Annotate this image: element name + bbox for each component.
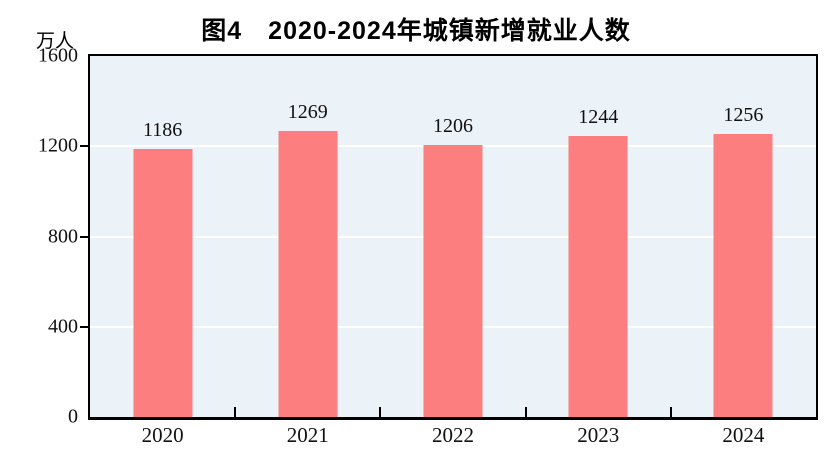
y-tick-label-400: 400 <box>48 315 78 338</box>
y-axis-tick-mark-1200 <box>80 145 88 148</box>
x-axis-tick-mark <box>234 407 237 417</box>
bar-2020 <box>133 149 193 417</box>
y-tick-label-1200: 1200 <box>38 134 78 157</box>
bar-2023 <box>568 136 628 417</box>
bar-value-label-2021: 1269 <box>287 100 328 123</box>
x-tick-label-2024: 2024 <box>722 423 765 447</box>
plot-area: 1186 1269 1206 1244 1256 <box>88 54 818 420</box>
x-axis-tick-mark <box>524 407 527 417</box>
bar-value-label-2024: 1256 <box>723 103 764 126</box>
x-tick-label-2020: 2020 <box>141 423 184 447</box>
x-tick-label-2022: 2022 <box>432 423 474 447</box>
y-tick-label-800: 800 <box>48 225 78 247</box>
y-tick-label-1600: 1600 <box>38 44 78 67</box>
bar-2024 <box>713 133 773 417</box>
y-axis-tick-mark-400 <box>80 325 88 328</box>
y-axis-unit-label: 万人 <box>36 31 75 52</box>
bar-2022 <box>423 144 483 417</box>
y-axis-labels: 0 400 800 1200 1600 <box>0 45 78 428</box>
bar-2021 <box>278 130 338 417</box>
bar-value-label-2022: 1206 <box>433 114 473 137</box>
y-axis-tick-mark-800 <box>80 235 88 238</box>
bar-value-label-2023: 1244 <box>578 106 619 129</box>
chart-title: 图4 2020-2024年城镇新增就业人数 <box>201 17 631 45</box>
y-tick-label-0: 0 <box>68 405 78 428</box>
x-axis-tick-mark <box>669 407 672 417</box>
x-axis-labels: 2020 2021 2022 2023 2024 <box>90 423 816 453</box>
x-tick-label-2021: 2021 <box>286 423 329 447</box>
x-axis-tick-mark <box>379 407 382 417</box>
y-axis-tick-marks <box>80 56 88 417</box>
bar-value-label-2020: 1186 <box>142 119 183 142</box>
x-tick-label-2023: 2023 <box>577 423 620 447</box>
